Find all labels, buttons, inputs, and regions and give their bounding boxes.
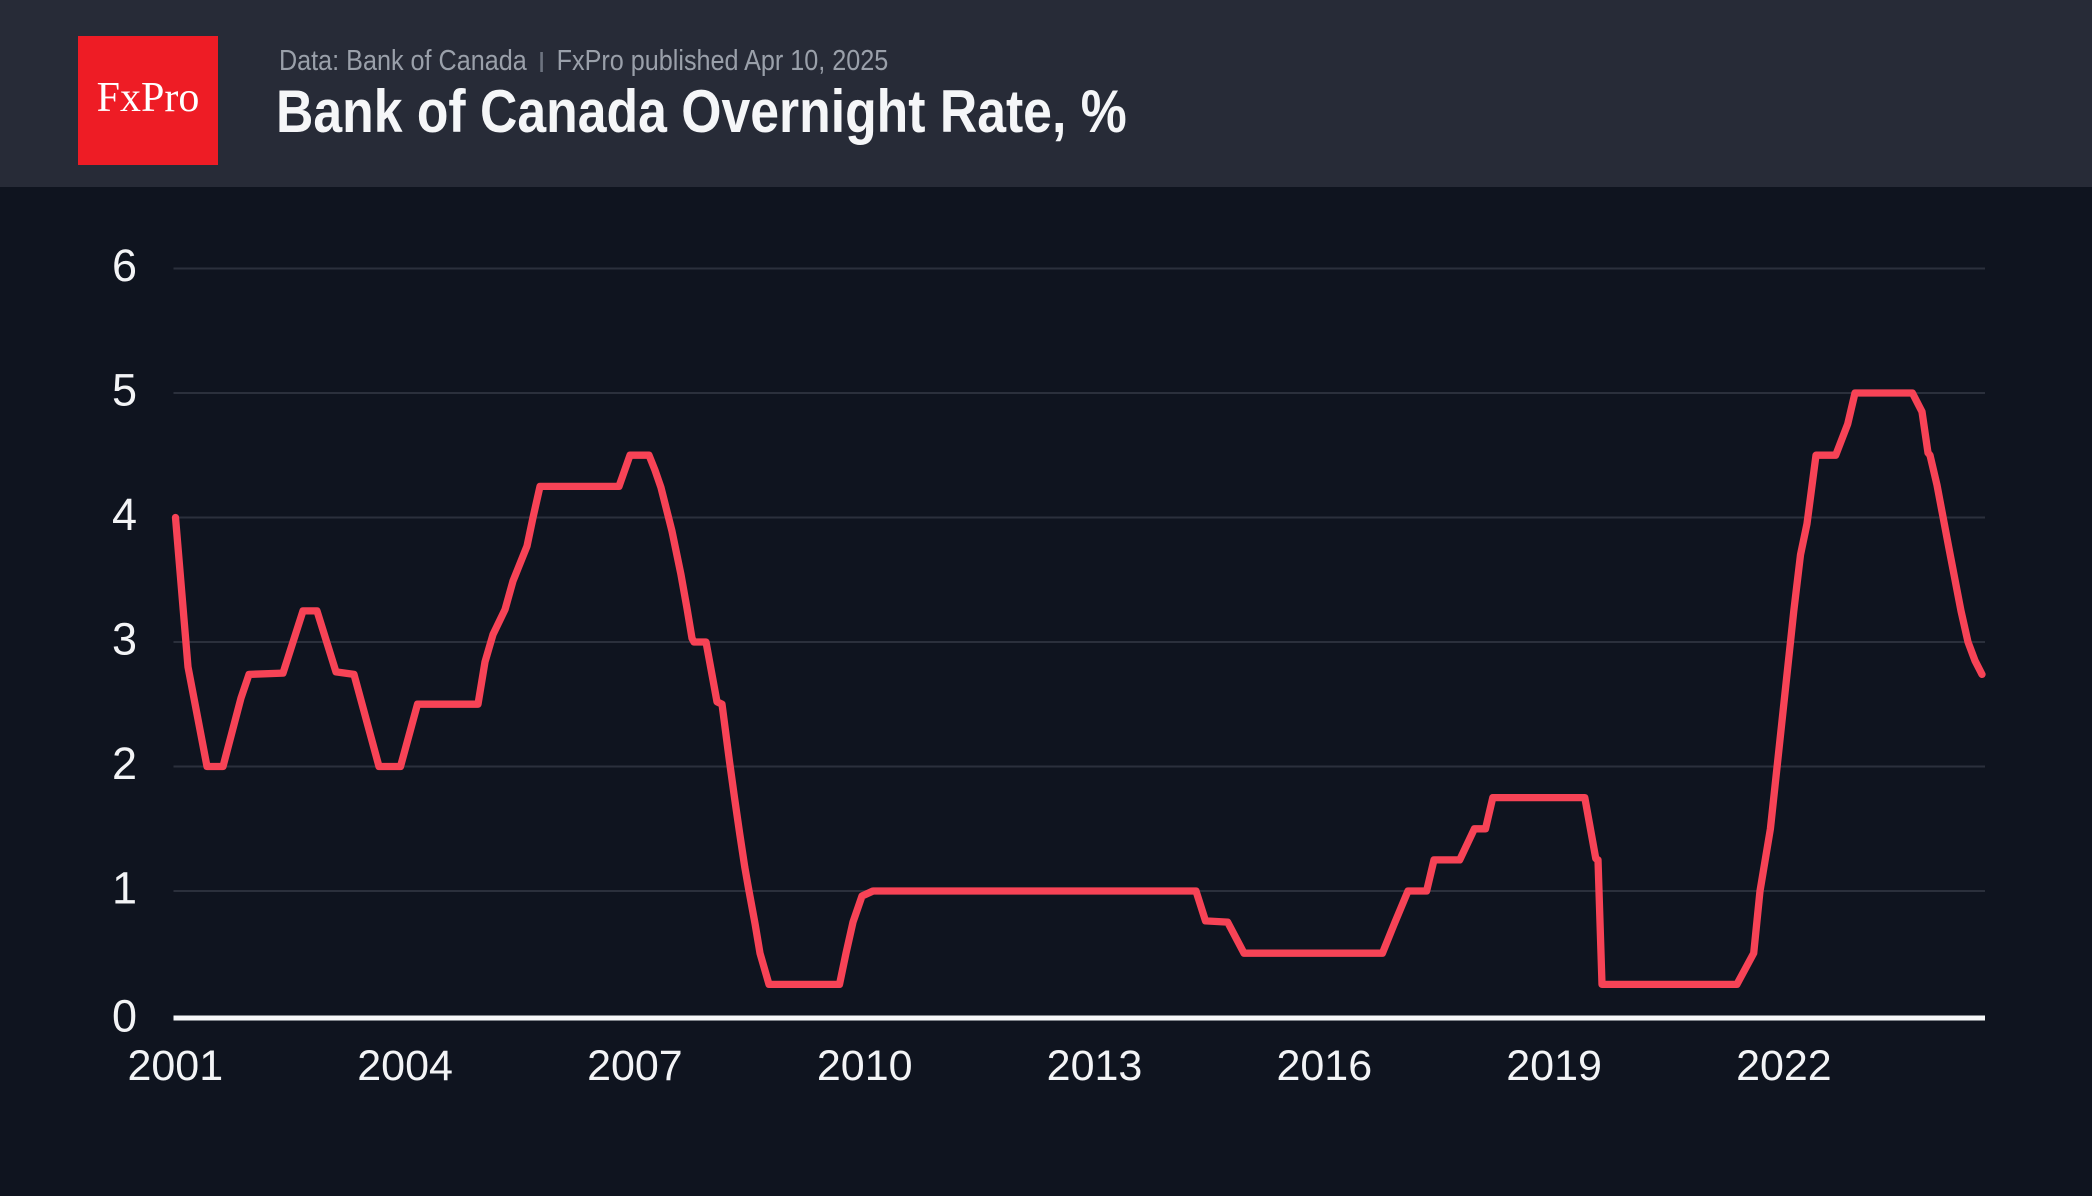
svg-text:5: 5: [112, 365, 137, 416]
svg-text:4: 4: [112, 489, 137, 540]
svg-text:2004: 2004: [357, 1042, 453, 1090]
svg-text:2001: 2001: [127, 1042, 223, 1090]
svg-text:1: 1: [112, 863, 137, 914]
svg-text:6: 6: [112, 240, 137, 291]
svg-text:2022: 2022: [1736, 1042, 1832, 1090]
svg-text:2013: 2013: [1047, 1042, 1143, 1090]
svg-text:2016: 2016: [1276, 1042, 1372, 1090]
svg-text:2010: 2010: [817, 1042, 913, 1090]
svg-text:2: 2: [112, 738, 137, 789]
svg-text:0: 0: [112, 991, 137, 1042]
svg-text:2019: 2019: [1506, 1042, 1602, 1090]
svg-text:3: 3: [112, 614, 137, 665]
svg-text:2007: 2007: [587, 1042, 683, 1090]
